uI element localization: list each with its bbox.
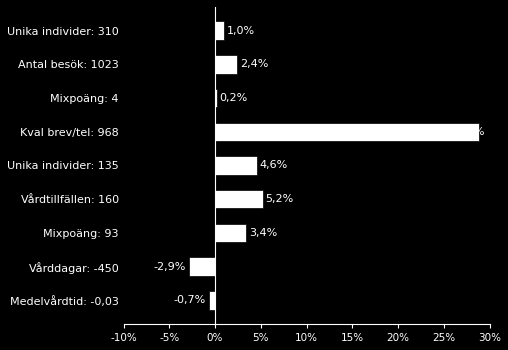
Bar xyxy=(209,291,215,310)
Text: -0,7%: -0,7% xyxy=(174,295,206,305)
Text: 4,6%: 4,6% xyxy=(260,161,288,170)
Text: 1,0%: 1,0% xyxy=(227,26,255,36)
Bar xyxy=(188,257,215,276)
Text: 5,2%: 5,2% xyxy=(265,194,294,204)
Text: 2,4%: 2,4% xyxy=(240,60,268,69)
Bar xyxy=(215,122,480,141)
Bar xyxy=(215,156,257,175)
Bar xyxy=(215,55,237,74)
Bar xyxy=(215,224,246,242)
Text: 28,9%: 28,9% xyxy=(450,127,485,137)
Bar xyxy=(215,89,217,107)
Bar xyxy=(215,190,263,209)
Text: -2,9%: -2,9% xyxy=(153,262,186,272)
Text: 0,2%: 0,2% xyxy=(219,93,248,103)
Text: 3,4%: 3,4% xyxy=(249,228,277,238)
Bar xyxy=(215,21,224,40)
